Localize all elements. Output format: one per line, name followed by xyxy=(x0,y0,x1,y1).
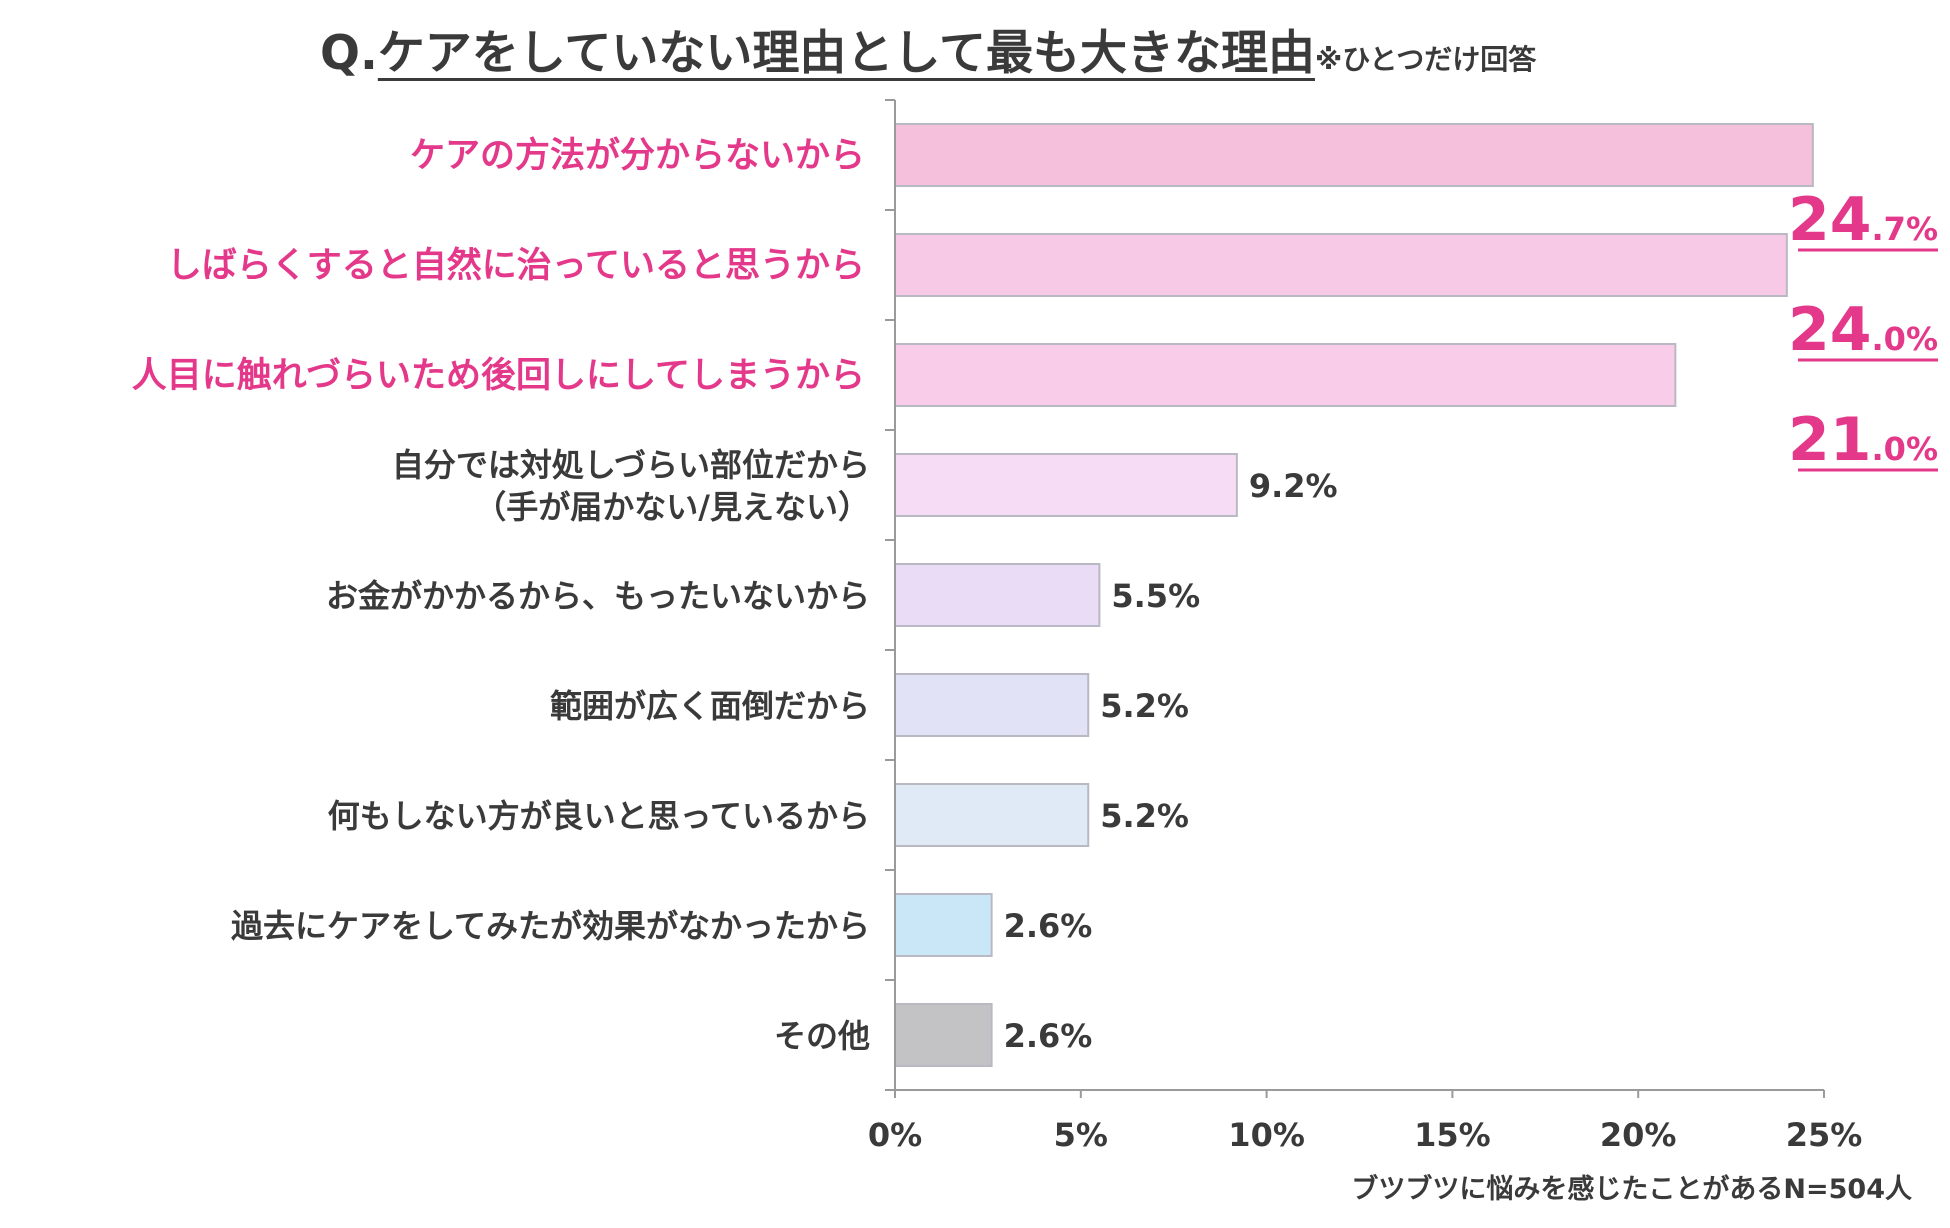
category-label: お金がかかるから、もったいないから xyxy=(326,577,870,615)
category-label: その他 xyxy=(774,1017,870,1055)
value-label-2: 24.0% xyxy=(1788,295,1938,365)
bar-9 xyxy=(894,1003,993,1067)
value-label-integer: 24 xyxy=(1788,185,1872,255)
value-label-9: 2.6% xyxy=(1004,1017,1093,1055)
title-note: ※ひとつだけ回答 xyxy=(1315,43,1537,76)
bar-7 xyxy=(894,783,1090,847)
x-tick-label: 25% xyxy=(1786,1116,1863,1154)
bar-1 xyxy=(894,123,1814,187)
value-label-integer: 21 xyxy=(1788,405,1872,475)
value-label-decimal: .0% xyxy=(1872,430,1938,468)
value-label-6: 5.2% xyxy=(1100,687,1189,725)
x-tick-label: 10% xyxy=(1228,1116,1305,1154)
title-prefix: Q. xyxy=(320,26,378,81)
category-label: しばらくすると自然に治っていると思うから xyxy=(167,245,865,286)
value-label-7: 5.2% xyxy=(1100,797,1189,835)
title-main: ケアをしていない理由として最も大きな理由 xyxy=(377,26,1315,81)
value-label-1: 24.7% xyxy=(1788,185,1938,255)
x-tick-label: 15% xyxy=(1414,1116,1491,1154)
sample-size-footnote: ブツブツに悩みを感じたことがあるN=504人 xyxy=(1351,1173,1912,1205)
value-label-3: 21.0% xyxy=(1788,405,1938,475)
value-label-integer: 24 xyxy=(1788,295,1872,365)
bar-5 xyxy=(894,563,1101,627)
bar-3 xyxy=(894,343,1677,407)
category-label: 人目に触れづらいため後回しにしてしまうから xyxy=(132,356,865,396)
bar-4 xyxy=(894,453,1238,517)
category-label: 範囲が広く面倒だから xyxy=(550,687,870,725)
value-label-5: 5.5% xyxy=(1111,577,1200,615)
value-label-decimal: .0% xyxy=(1872,320,1938,358)
category-label: 過去にケアをしてみたが効果がなかったから xyxy=(231,907,870,945)
chart-title: Q.ケアをしていない理由として最も大きな理由※ひとつだけ回答 xyxy=(320,14,1536,94)
value-label-4: 9.2% xyxy=(1249,467,1338,505)
value-label-8: 2.6% xyxy=(1004,907,1093,945)
category-label: 何もしない方が良いと思っているから xyxy=(328,797,870,835)
category-label: 自分では対処しづらい部位だから xyxy=(392,446,870,484)
x-tick-label: 5% xyxy=(1054,1116,1108,1154)
bar-2 xyxy=(894,233,1788,297)
bar-6 xyxy=(894,673,1090,737)
bar-8 xyxy=(894,893,993,957)
x-tick-label: 0% xyxy=(868,1116,922,1154)
category-label: （手が届かない/見えない） xyxy=(474,488,870,526)
x-tick-label: 20% xyxy=(1600,1116,1677,1154)
category-label: ケアの方法が分からないから xyxy=(410,136,865,176)
value-label-decimal: .7% xyxy=(1872,210,1938,248)
